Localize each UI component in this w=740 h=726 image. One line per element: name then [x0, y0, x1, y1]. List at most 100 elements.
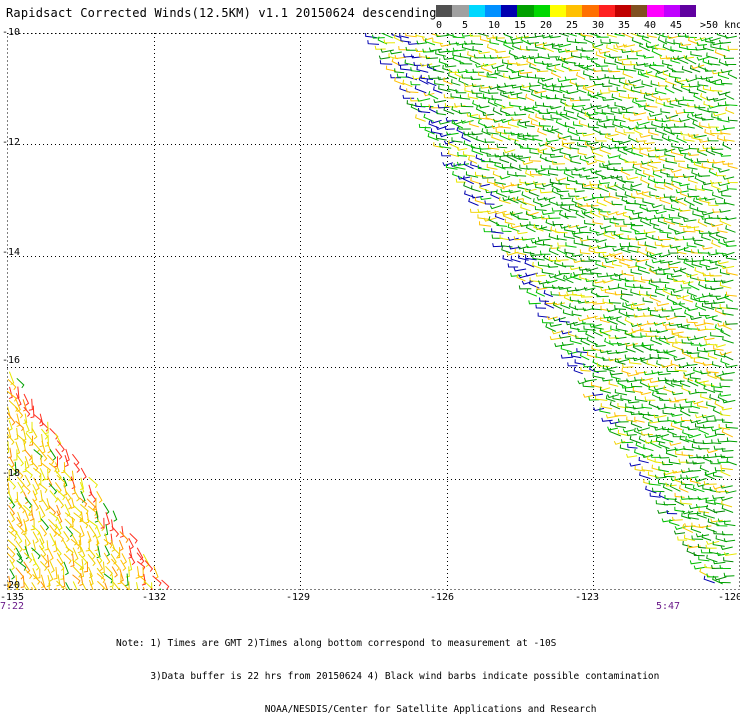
wind-barb [73, 582, 77, 591]
wind-barb [674, 158, 685, 162]
wind-barb [160, 589, 164, 590]
wind-barb [710, 273, 722, 276]
wind-barb [684, 372, 695, 375]
wind-barb [504, 73, 513, 79]
wind-barb [434, 99, 446, 102]
wind-barb [724, 557, 734, 562]
wind-barb [39, 546, 45, 557]
wind-barb [429, 75, 441, 78]
wind-barb [541, 93, 550, 98]
wind-barb [512, 153, 523, 157]
wind-barb [727, 304, 738, 309]
wind-barb [23, 525, 26, 535]
wind-barb [482, 128, 491, 135]
wind-barb [590, 115, 602, 120]
wind-barb [390, 51, 402, 54]
wind-barb [549, 170, 559, 175]
wind-barb [564, 94, 574, 99]
wind-barb [501, 189, 513, 192]
wind-barb [576, 211, 584, 218]
legend-swatch [631, 5, 647, 17]
wind-barb [723, 142, 731, 150]
wind-barb [536, 289, 545, 296]
wind-barb [502, 246, 511, 252]
legend-tick-label: 0 [436, 20, 442, 31]
wind-barb [16, 387, 19, 399]
wind-barb [707, 97, 718, 100]
wind-barb [47, 575, 50, 587]
wind-barb [17, 378, 24, 388]
wind-barb [652, 135, 663, 140]
wind-barb [529, 86, 538, 93]
wind-barb [535, 206, 546, 210]
wind-barb [683, 511, 693, 514]
wind-barb [540, 154, 549, 161]
wind-barb [652, 488, 664, 492]
wind-barb [514, 236, 527, 239]
wind-barb [610, 39, 619, 43]
wind-barb [535, 74, 545, 78]
wind-barb [82, 582, 87, 590]
wind-barb [562, 63, 572, 71]
wind-barb [716, 172, 726, 176]
wind-barb [520, 179, 530, 184]
wind-barb [644, 313, 654, 316]
wind-barb [637, 122, 650, 125]
wind-barb [686, 475, 698, 478]
wind-barb [502, 164, 513, 168]
wind-barb [664, 270, 674, 275]
wind-barb [34, 414, 42, 423]
wind-barb [707, 53, 718, 59]
wind-barb [605, 59, 617, 64]
wind-barb [672, 177, 682, 183]
wind-barb [602, 67, 612, 71]
wind-barb [32, 526, 39, 536]
wind-barb [40, 434, 43, 447]
wind-barb [508, 264, 518, 268]
wind-barb [705, 129, 715, 136]
wind-barb [521, 204, 531, 211]
wind-barb [714, 446, 725, 449]
wind-barb [546, 157, 557, 163]
wind-barb [424, 114, 434, 122]
wind-barb [9, 401, 18, 412]
wind-barb [492, 134, 503, 141]
wind-barb [26, 433, 32, 443]
legend-tick-label: 15 [514, 20, 526, 31]
wind-barb [597, 199, 606, 206]
wind-barb [644, 444, 654, 451]
wind-barb [480, 221, 492, 226]
wind-barb [710, 293, 721, 297]
wind-barb [641, 378, 652, 381]
wind-barb [543, 103, 553, 107]
wind-barb [647, 321, 657, 324]
wind-barb [623, 364, 634, 367]
legend-tick-label: 45 [670, 20, 682, 31]
wind-barb [698, 81, 708, 86]
wind-barb [686, 56, 696, 64]
wind-barb [699, 298, 709, 302]
wind-barb [641, 177, 650, 185]
wind-barb [530, 83, 541, 86]
wind-barb [529, 157, 541, 161]
wind-barb [553, 285, 564, 288]
legend-swatch [436, 5, 452, 17]
legend-swatch [599, 5, 615, 17]
wind-barb [674, 269, 687, 272]
wind-barb [512, 211, 521, 219]
wind-barb [591, 104, 602, 107]
wind-barb [674, 531, 685, 534]
wind-barb [727, 458, 737, 465]
wind-barb [590, 227, 600, 233]
wind-barb [699, 63, 709, 70]
wind-barb [510, 102, 522, 107]
wind-barb [533, 106, 542, 114]
note-line-1: Note: 1) Times are GMT 2)Times along bot… [116, 638, 659, 649]
wind-barb [504, 150, 515, 153]
wind-barb [627, 312, 638, 317]
wind-barb [497, 55, 510, 58]
wind-barb [556, 229, 568, 233]
wind-barb [605, 243, 616, 247]
wind-barb [705, 434, 717, 437]
wind-barb [559, 335, 570, 338]
